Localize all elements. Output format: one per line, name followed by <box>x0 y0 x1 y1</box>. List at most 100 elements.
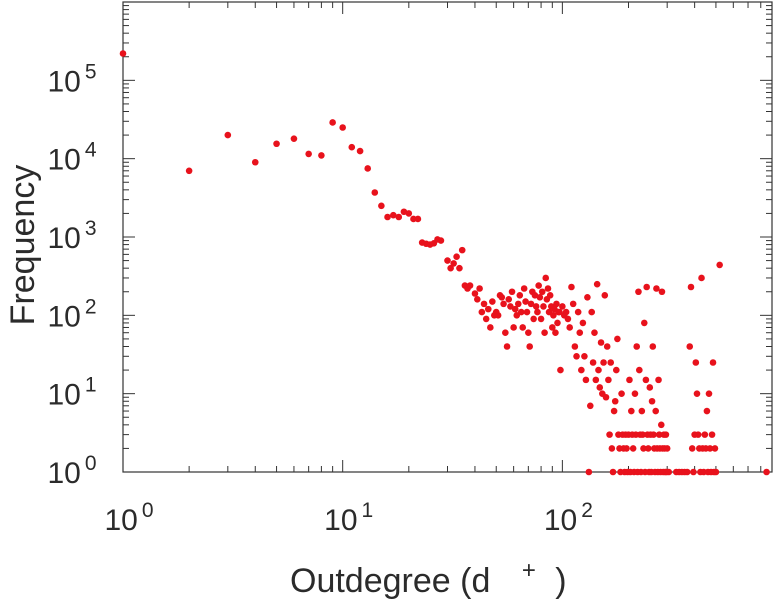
data-point <box>450 260 457 267</box>
data-point <box>371 189 379 196</box>
data-point <box>597 339 605 346</box>
x-axis-title-close: ) <box>555 562 566 600</box>
data-point <box>318 152 325 159</box>
data-point <box>520 285 528 292</box>
data-point <box>653 285 660 292</box>
data-point <box>503 343 511 350</box>
data-point <box>585 468 593 476</box>
data-point <box>605 376 612 384</box>
data-point <box>579 319 587 327</box>
data-point <box>571 343 579 350</box>
x-tick-labels: 10 0 10 1 10 2 <box>104 499 592 537</box>
data-point <box>593 280 601 288</box>
data-point <box>646 384 654 391</box>
data-point <box>494 312 502 319</box>
data-point <box>693 390 701 397</box>
y-tick-label: 10 2 <box>47 295 96 333</box>
data-point <box>574 308 582 316</box>
data-point <box>600 359 607 366</box>
data-point <box>556 308 563 316</box>
data-point <box>592 376 600 384</box>
data-point <box>609 468 617 476</box>
data-point <box>444 257 451 264</box>
data-point <box>511 305 519 313</box>
data-point <box>557 366 564 374</box>
data-point <box>611 397 619 405</box>
data-point <box>544 285 552 292</box>
x-tick-label: 10 0 <box>104 499 153 537</box>
data-point <box>658 288 666 296</box>
data-point <box>698 274 705 282</box>
y-axis-title: Frequency <box>4 165 42 326</box>
data-point <box>531 292 539 299</box>
data-point <box>523 308 531 316</box>
data-point <box>530 315 537 323</box>
data-point <box>582 376 590 384</box>
data-point <box>663 445 671 452</box>
data-point <box>635 288 642 296</box>
data-point <box>546 292 554 299</box>
data-point <box>414 215 422 223</box>
data-point <box>502 329 509 337</box>
data-point <box>447 264 454 272</box>
plot-frame <box>122 1 773 473</box>
data-point <box>595 366 602 374</box>
data-point <box>709 359 717 366</box>
data-point <box>489 298 496 305</box>
data-point <box>554 319 561 327</box>
data-point <box>549 324 556 331</box>
data-point <box>458 246 466 254</box>
data-point <box>527 300 535 308</box>
data-point <box>569 300 577 308</box>
data-point <box>633 343 641 350</box>
data-point <box>566 324 574 331</box>
data-point <box>640 445 647 452</box>
data-point <box>578 366 585 374</box>
data-point <box>607 359 615 366</box>
data-point <box>564 315 572 323</box>
data-point <box>474 296 481 303</box>
data-point <box>522 298 529 305</box>
y-tick-label: 10 4 <box>47 139 96 177</box>
data-point <box>586 402 594 410</box>
data-point <box>185 167 193 175</box>
data-point <box>631 390 639 397</box>
data-point <box>601 292 609 299</box>
data-point <box>652 407 660 415</box>
data-point <box>711 445 719 452</box>
data-point <box>487 324 494 331</box>
data-point <box>655 431 663 438</box>
data-point <box>505 296 513 303</box>
data-point <box>686 343 694 350</box>
data-point <box>471 290 479 297</box>
data-point <box>649 343 657 350</box>
data-point <box>525 329 532 337</box>
data-point <box>588 308 596 316</box>
data-point <box>356 147 364 155</box>
data-point <box>644 445 652 452</box>
data-point <box>480 300 488 308</box>
x-tick-label: 10 1 <box>324 499 373 537</box>
data-point <box>364 165 372 172</box>
data-point <box>466 282 474 289</box>
data-point <box>665 468 673 476</box>
data-point <box>542 274 550 282</box>
data-point <box>559 303 566 310</box>
data-point <box>540 303 547 310</box>
data-point <box>552 329 559 337</box>
data-point <box>339 124 346 131</box>
data-point <box>589 359 597 366</box>
data-point <box>648 397 656 405</box>
data-point <box>639 431 646 438</box>
data-point <box>498 293 506 301</box>
data-point <box>636 366 643 374</box>
data-point <box>694 431 702 438</box>
data-point <box>290 135 298 142</box>
data-point <box>708 431 716 438</box>
data-point <box>655 376 662 384</box>
data-point <box>508 288 516 296</box>
data-point <box>516 292 524 299</box>
data-point <box>405 210 413 217</box>
data-point <box>662 431 670 438</box>
